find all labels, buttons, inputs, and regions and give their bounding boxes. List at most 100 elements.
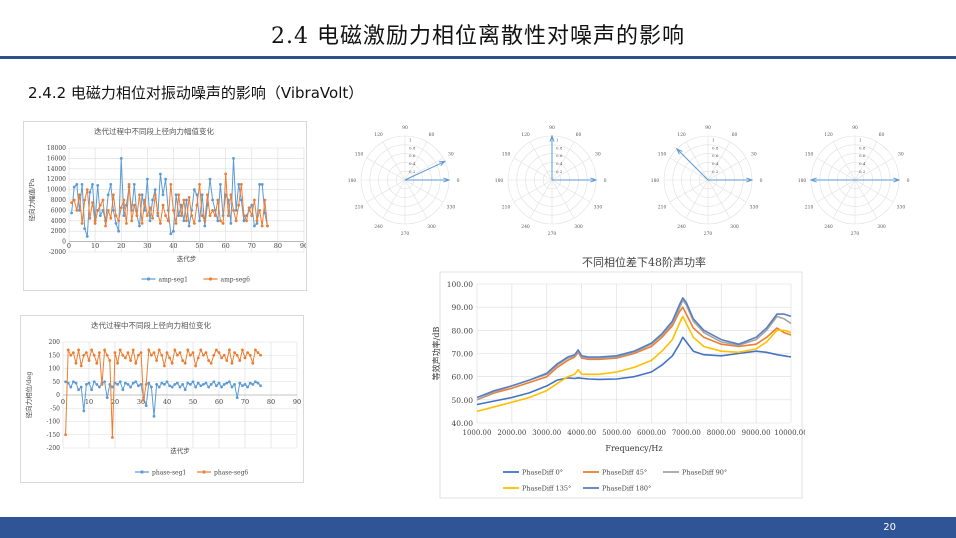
data-point bbox=[148, 206, 152, 210]
y-tick-label: 16000 bbox=[47, 155, 66, 162]
data-point bbox=[170, 385, 174, 389]
y-tick-label: -200 bbox=[47, 445, 61, 452]
data-point bbox=[248, 381, 252, 385]
polar-angle-label: 210 bbox=[355, 205, 364, 211]
data-point bbox=[118, 348, 122, 352]
data-point bbox=[228, 348, 231, 352]
data-point bbox=[212, 353, 216, 357]
x-tick-label: 90 bbox=[293, 398, 301, 406]
polar-angle-label: 150 bbox=[805, 152, 814, 158]
chart-border bbox=[439, 271, 803, 499]
x-tick-label: 0 bbox=[67, 242, 71, 250]
data-point bbox=[232, 157, 235, 160]
data-point bbox=[172, 209, 175, 212]
polar-chart-phase-45: 0 30 60 90 120 150 180 210 240 270 300 330 0.2 0.4 0.6… bbox=[495, 125, 607, 237]
polar-spoke bbox=[854, 141, 878, 181]
polar-angle-label: 120 bbox=[824, 132, 833, 138]
polar-radial-label: 0.6 bbox=[409, 153, 416, 158]
polar-radial-label: 1 bbox=[859, 137, 862, 142]
series-line-PhaseDiff 180° bbox=[476, 297, 792, 399]
polar-chart-phase-0: 0 30 60 90 120 150 180 210 240 270 300 330 0.2 0.4 0.6… bbox=[348, 125, 460, 237]
data-point bbox=[109, 216, 113, 220]
data-point bbox=[252, 198, 256, 202]
polar-spoke bbox=[854, 179, 878, 219]
data-point bbox=[258, 183, 262, 186]
phase-vector-arrowhead bbox=[809, 177, 817, 183]
polar-radial-label: 0.2 bbox=[712, 169, 719, 174]
data-point bbox=[242, 219, 246, 223]
data-point bbox=[140, 222, 144, 225]
data-point bbox=[98, 351, 101, 354]
y-tick-label: 4000 bbox=[51, 218, 66, 225]
data-point bbox=[181, 359, 185, 362]
data-point bbox=[106, 193, 110, 197]
polar-angle-label: 150 bbox=[658, 152, 667, 158]
phase-vector-arrowhead bbox=[590, 177, 598, 183]
data-point bbox=[219, 219, 222, 223]
data-point bbox=[173, 348, 177, 352]
x-tick-label: 60 bbox=[222, 242, 230, 250]
polar-spoke bbox=[854, 157, 894, 181]
data-point bbox=[259, 353, 262, 357]
data-point bbox=[80, 183, 84, 186]
data-point bbox=[178, 385, 182, 389]
data-point bbox=[230, 361, 234, 365]
data-point bbox=[124, 356, 127, 360]
polar-spoke bbox=[404, 179, 444, 203]
data-point bbox=[256, 351, 260, 354]
data-point bbox=[143, 198, 147, 202]
data-point bbox=[176, 381, 179, 385]
data-point bbox=[150, 353, 153, 357]
series-line-PhaseDiff 135° bbox=[476, 315, 792, 413]
data-point bbox=[194, 385, 198, 389]
data-point bbox=[114, 214, 118, 217]
data-point bbox=[95, 361, 99, 365]
polar-spoke bbox=[513, 179, 553, 203]
data-point bbox=[220, 385, 224, 389]
data-point bbox=[72, 380, 75, 384]
data-point bbox=[239, 198, 243, 202]
data-point bbox=[156, 211, 160, 215]
data-point bbox=[247, 206, 251, 210]
data-point bbox=[114, 222, 118, 225]
y-tick-label: 80.00 bbox=[452, 326, 474, 335]
data-point bbox=[209, 361, 213, 365]
data-point bbox=[145, 214, 149, 217]
polar-angle-label: 120 bbox=[677, 132, 686, 138]
y-tick-label: -100 bbox=[47, 419, 61, 426]
data-point bbox=[137, 384, 140, 388]
polar-angle-label: 0 bbox=[907, 178, 910, 184]
data-point bbox=[106, 209, 110, 212]
x-tick-label: 8000.00 bbox=[707, 429, 736, 437]
polar-angle-label: 270 bbox=[851, 231, 860, 237]
polar-spoke bbox=[832, 141, 856, 181]
data-point bbox=[121, 388, 125, 392]
data-point bbox=[248, 353, 252, 357]
polar-spoke bbox=[551, 141, 575, 181]
data-point bbox=[85, 383, 88, 386]
x-tick-label: 40 bbox=[169, 242, 177, 250]
data-point bbox=[250, 203, 254, 207]
data-point bbox=[103, 348, 106, 352]
title-divider bbox=[0, 56, 956, 59]
polar-radial-label: 1 bbox=[556, 137, 559, 142]
data-point bbox=[207, 359, 211, 362]
data-point bbox=[243, 356, 247, 360]
data-point bbox=[242, 214, 246, 217]
data-point bbox=[74, 361, 78, 365]
data-point bbox=[191, 351, 195, 354]
data-point bbox=[235, 353, 239, 357]
slide-subtitle: 2.4.2 电磁力相位对振动噪声的影响（VibraVolt） bbox=[28, 84, 364, 102]
data-point bbox=[232, 209, 235, 212]
data-point bbox=[168, 356, 172, 360]
polar-radial-label: 0.6 bbox=[712, 153, 719, 158]
data-point bbox=[235, 396, 239, 400]
x-tick-label: 9000.00 bbox=[742, 429, 771, 437]
data-point bbox=[181, 383, 185, 386]
x-tick-label: 50 bbox=[195, 242, 203, 250]
data-point bbox=[219, 183, 222, 186]
legend-label: PhaseDiff 180° bbox=[602, 485, 651, 493]
x-tick-label: 70 bbox=[241, 398, 249, 406]
polar-angle-label: 330 bbox=[750, 205, 759, 211]
data-point bbox=[70, 201, 74, 204]
